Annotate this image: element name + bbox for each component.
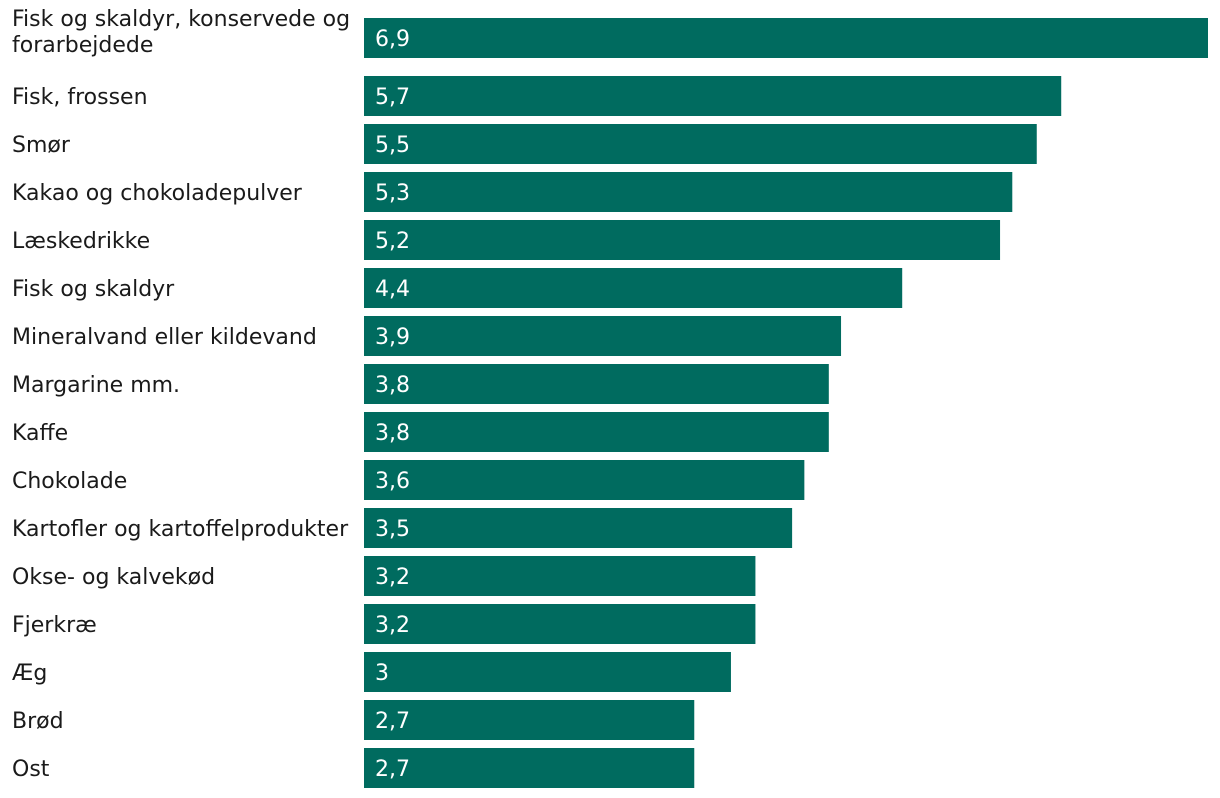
bar-15 [364, 748, 695, 788]
value-label-14: 2,7 [375, 709, 410, 734]
value-label-15: 2,7 [375, 757, 410, 782]
category-label-5: Fisk og skaldyr [12, 277, 175, 302]
value-label-12: 3,2 [375, 613, 410, 638]
value-label-0: 6,9 [375, 27, 410, 52]
bar-5 [364, 268, 903, 308]
category-label-3: Kakao og chokoladepulver [12, 181, 303, 206]
category-label-13: Æg [12, 661, 47, 686]
bar-6 [364, 316, 842, 356]
category-label-9: Chokolade [12, 469, 127, 494]
category-label-2: Smør [12, 133, 71, 158]
value-label-6: 3,9 [375, 325, 410, 350]
bar-12 [364, 604, 756, 644]
category-label-12: Fjerkræ [12, 613, 97, 638]
category-label-15: Ost [12, 757, 50, 782]
bar-3 [364, 172, 1013, 212]
value-label-5: 4,4 [375, 277, 410, 302]
category-label-1: Fisk, frossen [12, 85, 148, 110]
category-label-7: Margarine mm. [12, 373, 180, 398]
bar-9 [364, 460, 805, 500]
category-label-11: Okse- og kalvekød [12, 565, 215, 590]
category-label-14: Brød [12, 709, 64, 734]
bar-1 [364, 76, 1062, 116]
value-label-1: 5,7 [375, 85, 410, 110]
value-label-3: 5,3 [375, 181, 410, 206]
category-label-4: Læskedrikke [12, 229, 150, 254]
value-label-10: 3,5 [375, 517, 410, 542]
bar-13 [364, 652, 731, 692]
bar-2 [364, 124, 1037, 164]
value-label-4: 5,2 [375, 229, 410, 254]
bar-14 [364, 700, 695, 740]
value-label-11: 3,2 [375, 565, 410, 590]
category-label-6: Mineralvand eller kildevand [12, 325, 317, 350]
category-label-8: Kaffe [12, 421, 68, 446]
value-label-13: 3 [375, 661, 389, 686]
bar-7 [364, 364, 829, 404]
value-label-9: 3,6 [375, 469, 410, 494]
value-label-7: 3,8 [375, 373, 410, 398]
bar-0 [364, 18, 1208, 58]
bar-11 [364, 556, 756, 596]
bar-10 [364, 508, 793, 548]
value-label-2: 5,5 [375, 133, 410, 158]
value-label-8: 3,8 [375, 421, 410, 446]
bar-8 [364, 412, 829, 452]
category-label-0: Fisk og skaldyr, konservede og forarbejde… [12, 7, 350, 58]
bar-4 [364, 220, 1001, 260]
category-label-10: Kartofler og kartoffelprodukter [12, 517, 349, 542]
